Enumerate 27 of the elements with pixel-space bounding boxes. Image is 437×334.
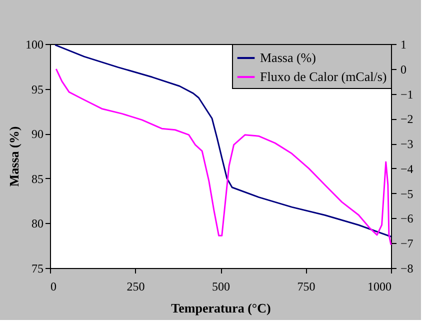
x-tick-label: 750 (297, 280, 316, 294)
y-tick-label: 95 (32, 82, 44, 96)
y2-tick-label: −5 (400, 186, 414, 201)
y2-tick-label: −8 (400, 262, 414, 276)
y2-tick-label: −6 (400, 212, 414, 226)
x-tick-label: 0 (50, 280, 56, 294)
legend-label: Massa (%) (260, 50, 316, 65)
line-series (55, 68, 392, 246)
x-tick-label: 1000 (368, 280, 392, 294)
x-tick-label: 500 (212, 280, 230, 294)
y2-tick-label: −4 (400, 162, 414, 176)
y2-tick-label: −7 (400, 236, 414, 251)
y2-tick-label: −2 (400, 112, 414, 126)
line-series (54, 44, 392, 238)
y2-tick-label: 0 (400, 62, 406, 76)
legend-label: Fluxo de Calor (mCal/s) (260, 69, 387, 84)
y-tick-label: 90 (32, 127, 44, 142)
x-tick-label: 250 (126, 280, 145, 294)
y-tick-label: 75 (32, 262, 44, 276)
x-axis-title: Temperatura (°C) (171, 300, 271, 316)
y-tick-label: 80 (32, 216, 44, 231)
y-tick-label: 100 (26, 38, 44, 52)
y2-tick-label: 1 (400, 38, 406, 52)
y2-tick-label: −1 (400, 87, 414, 102)
y2-tick-label: −3 (400, 137, 414, 152)
y-tick-label: 85 (32, 172, 44, 186)
y-axis-title: Massa (%) (6, 126, 22, 187)
